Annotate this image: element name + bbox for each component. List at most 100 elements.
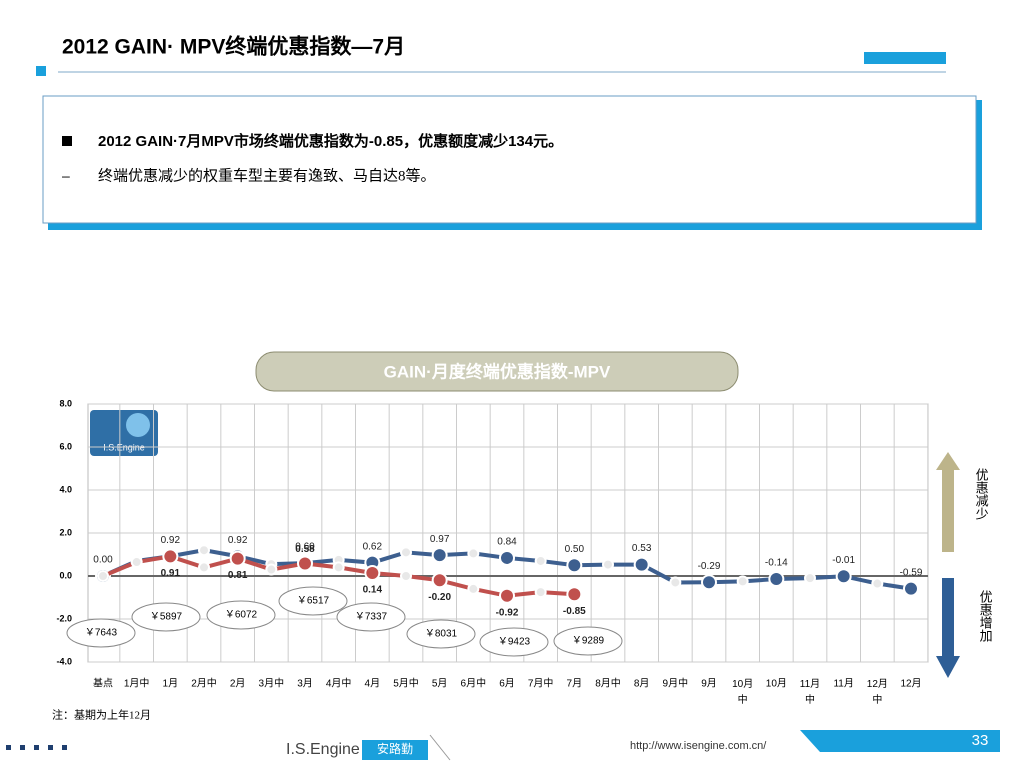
- price-label: ￥7643: [85, 628, 118, 639]
- point: [265, 563, 278, 576]
- value-label: 0.53: [632, 543, 652, 554]
- price-callout: [336, 602, 406, 632]
- x-tick-label: 2月: [230, 678, 246, 690]
- chart-title-box: [255, 351, 739, 392]
- price-label: ￥8031: [425, 629, 458, 640]
- price-callout: [278, 586, 348, 616]
- y-tick-label: 2.0: [59, 527, 72, 537]
- value-label: -0.85: [563, 606, 586, 617]
- point: [499, 587, 515, 604]
- value-label: 0.92: [161, 535, 181, 546]
- x-tick-label: 12月: [900, 678, 921, 690]
- y-tick-label: 8.0: [59, 398, 72, 408]
- y-tick-label: 6.0: [59, 441, 72, 451]
- summary-box: [42, 95, 977, 224]
- side-up: 优惠减少: [974, 468, 989, 520]
- point: [534, 554, 547, 567]
- value-label: 0.62: [363, 541, 383, 552]
- x-tick-label: 7月: [567, 678, 583, 690]
- price-label: ￥5897: [150, 612, 183, 623]
- dash: –: [62, 168, 70, 184]
- value-label: -0.29: [698, 561, 721, 572]
- x-tick-label: 11月中: [800, 678, 820, 706]
- x-tick-label: 11月: [833, 678, 853, 690]
- point: [903, 580, 919, 597]
- price-label: ￥6517: [297, 596, 330, 607]
- logo-circle: [126, 413, 150, 437]
- value-label: -0.92: [496, 607, 519, 618]
- value-label: 0.50: [565, 544, 585, 555]
- point: [400, 546, 412, 559]
- value-label: 0.91: [161, 568, 181, 579]
- y-tick-label: 0.0: [59, 570, 72, 580]
- x-tick-label: 基点: [93, 677, 113, 690]
- value-label: 0.60: [295, 542, 315, 553]
- price-label: ￥7337: [355, 612, 388, 623]
- point: [130, 556, 143, 569]
- footer-brand-cn: 安路勤: [377, 741, 413, 756]
- footer-url: http://www.isengine.com.cn/: [630, 740, 767, 752]
- x-tick-label: 3月: [297, 678, 313, 690]
- price-callout: [406, 619, 476, 649]
- title-bar: [864, 52, 946, 64]
- point: [768, 571, 785, 588]
- footer-dots: [6, 745, 67, 750]
- x-tick-label: 8月: [634, 678, 650, 690]
- point: [736, 575, 749, 588]
- bullet-text: 2012 GAIN·7月MPV市场终端优惠指数为-0.85，优惠额度减少134元…: [98, 132, 563, 150]
- arrow-up: [936, 452, 960, 552]
- x-tick-label: 8月中: [595, 677, 621, 690]
- x-tick-label: 9月: [701, 678, 717, 690]
- price-label: ￥9423: [498, 637, 531, 648]
- x-tick-label: 12月中: [867, 678, 888, 706]
- x-tick-label: 10月中: [732, 678, 753, 706]
- value-label: -0.14: [765, 558, 788, 569]
- point: [534, 586, 547, 599]
- page-number: 33: [972, 732, 989, 749]
- x-tick-label: 2月中: [191, 677, 217, 690]
- x-tick-label: 3月中: [259, 677, 285, 690]
- page-box: [940, 730, 1000, 752]
- point: [467, 547, 480, 560]
- value-label: -0.20: [428, 592, 451, 603]
- point: [835, 568, 852, 585]
- value-label: 0.92: [228, 535, 248, 546]
- x-tick-label: 4月中: [326, 677, 352, 690]
- price-label: ￥6072: [225, 610, 258, 621]
- price-label: ￥9289: [572, 636, 605, 647]
- x-tick-label: 5月中: [393, 677, 419, 690]
- x-tick-label: 6月: [499, 678, 515, 690]
- arrow-down: [936, 578, 960, 678]
- point: [701, 574, 717, 591]
- value-label: -0.59: [900, 567, 923, 578]
- title-marker: [36, 66, 46, 76]
- point: [431, 572, 448, 589]
- point: [162, 548, 179, 565]
- point: [499, 549, 515, 566]
- x-tick-label: 5月: [432, 678, 448, 690]
- slide-title: 2012 GAIN· MPV终端优惠指数—7月: [62, 35, 405, 59]
- note: 注：基期为上年12月: [52, 708, 151, 722]
- point: [804, 572, 816, 585]
- bullet: [62, 136, 72, 146]
- point: [198, 544, 210, 557]
- price-callout: [206, 600, 276, 630]
- value-label: 0.14: [363, 585, 383, 596]
- point: [198, 561, 210, 574]
- price-callout: [479, 627, 549, 657]
- value-label: 0.00: [93, 555, 113, 566]
- point: [633, 556, 650, 573]
- point: [566, 557, 583, 574]
- footer-brand-box: [362, 740, 428, 760]
- x-tick-label: 1月: [163, 678, 179, 690]
- x-tick-label: 9月中: [663, 677, 689, 690]
- value-label: -0.01: [832, 555, 855, 566]
- point: [297, 555, 313, 572]
- y-tick-label: -2.0: [56, 613, 72, 623]
- point: [669, 576, 682, 589]
- value-label: 0.58: [295, 544, 315, 555]
- y-tick-label: -4.0: [56, 656, 72, 666]
- point: [97, 570, 109, 582]
- x-tick-label: 4月: [365, 678, 381, 690]
